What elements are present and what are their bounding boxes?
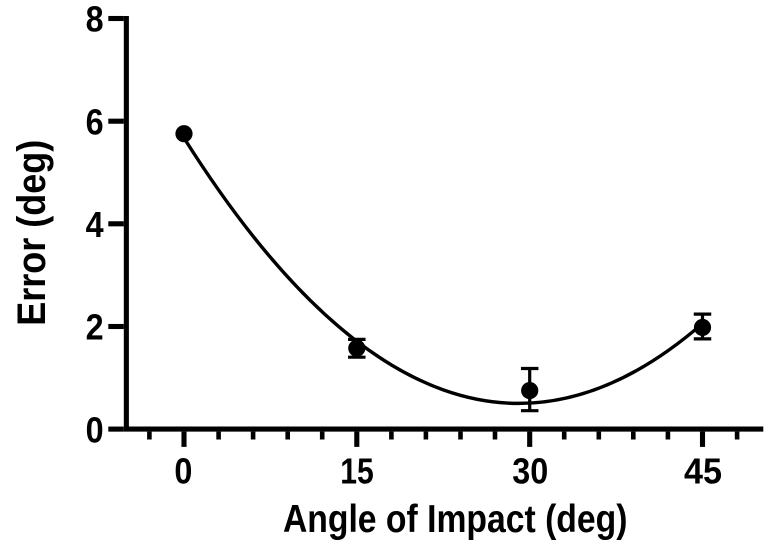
svg-text:Error (deg): Error (deg) [10, 140, 54, 326]
svg-text:15: 15 [340, 451, 374, 492]
svg-text:4: 4 [86, 204, 104, 245]
svg-text:8: 8 [86, 0, 104, 40]
svg-text:2: 2 [86, 307, 104, 348]
svg-text:30: 30 [512, 451, 548, 492]
svg-text:Angle of Impact (deg): Angle of Impact (deg) [283, 498, 628, 541]
svg-text:6: 6 [86, 101, 104, 142]
svg-text:0: 0 [86, 409, 104, 450]
svg-text:0: 0 [174, 451, 192, 492]
svg-text:45: 45 [684, 451, 722, 492]
